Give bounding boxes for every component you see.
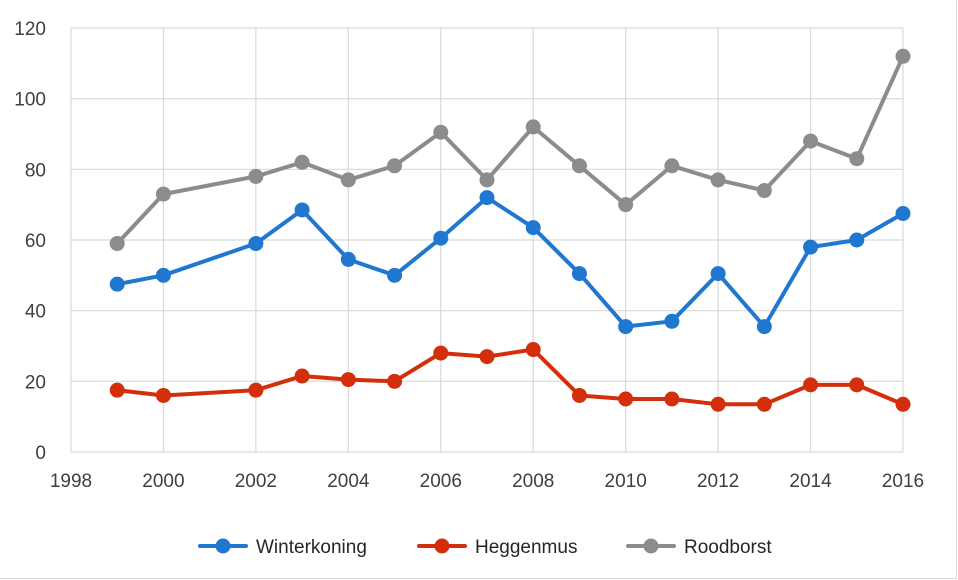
data-point-heggenmus — [479, 349, 495, 365]
data-point-heggenmus — [109, 382, 125, 398]
legend-marker-heggenmus — [434, 538, 450, 554]
data-point-heggenmus — [618, 391, 634, 407]
data-point-winterkoning — [387, 267, 403, 283]
data-point-winterkoning — [803, 239, 819, 255]
legend-label-heggenmus: Heggenmus — [475, 537, 577, 558]
data-point-winterkoning — [340, 251, 356, 267]
x-tick-label: 2006 — [420, 471, 462, 492]
data-point-roodborst — [895, 48, 911, 64]
data-point-roodborst — [525, 119, 541, 135]
data-point-roodborst — [803, 133, 819, 149]
x-tick-label: 2000 — [142, 471, 184, 492]
data-point-heggenmus — [664, 391, 680, 407]
data-point-roodborst — [710, 172, 726, 188]
series-line-heggenmus — [115, 347, 905, 407]
data-point-winterkoning — [525, 220, 541, 236]
data-point-roodborst — [571, 158, 587, 174]
x-tick-label: 2008 — [512, 471, 554, 492]
legend-label-winterkoning: Winterkoning — [256, 537, 367, 558]
y-tick-label: 100 — [14, 90, 46, 111]
data-point-heggenmus — [756, 396, 772, 412]
data-point-winterkoning — [155, 267, 171, 283]
data-point-heggenmus — [433, 345, 449, 361]
data-point-winterkoning — [849, 232, 865, 248]
data-point-roodborst — [155, 186, 171, 202]
data-point-roodborst — [618, 197, 634, 213]
data-point-roodborst — [248, 168, 264, 184]
data-point-winterkoning — [433, 230, 449, 246]
data-point-heggenmus — [710, 396, 726, 412]
data-point-winterkoning — [294, 202, 310, 218]
data-point-roodborst — [756, 183, 772, 199]
data-point-winterkoning — [756, 319, 772, 335]
y-tick-label: 120 — [14, 19, 46, 40]
legend-marker-winterkoning — [215, 538, 231, 554]
data-point-winterkoning — [710, 266, 726, 282]
series-line-winterkoning — [115, 195, 905, 329]
y-tick-label: 0 — [35, 443, 46, 464]
data-point-roodborst — [294, 154, 310, 170]
data-point-heggenmus — [340, 372, 356, 388]
data-point-heggenmus — [803, 377, 819, 393]
data-point-heggenmus — [571, 387, 587, 403]
data-point-heggenmus — [248, 382, 264, 398]
data-point-winterkoning — [571, 266, 587, 282]
x-tick-label: 2014 — [789, 471, 832, 492]
data-point-roodborst — [387, 158, 403, 174]
data-point-roodborst — [109, 236, 125, 252]
series-line-roodborst — [115, 54, 905, 246]
data-point-heggenmus — [849, 377, 865, 393]
data-point-winterkoning — [248, 236, 264, 252]
y-tick-label: 60 — [25, 231, 46, 252]
data-point-winterkoning — [618, 319, 634, 335]
x-tick-label: 2004 — [327, 471, 370, 492]
data-point-heggenmus — [155, 387, 171, 403]
x-tick-label: 2012 — [697, 471, 739, 492]
data-point-roodborst — [433, 124, 449, 140]
x-tick-label: 2016 — [882, 471, 924, 492]
data-point-roodborst — [340, 172, 356, 188]
data-point-roodborst — [479, 172, 495, 188]
data-point-roodborst — [849, 151, 865, 167]
data-point-winterkoning — [479, 190, 495, 206]
x-tick-label: 2010 — [605, 471, 647, 492]
y-tick-label: 80 — [25, 160, 46, 181]
data-point-winterkoning — [664, 313, 680, 329]
x-tick-label: 1998 — [50, 471, 92, 492]
data-point-heggenmus — [525, 342, 541, 358]
data-point-heggenmus — [895, 396, 911, 412]
data-point-roodborst — [664, 158, 680, 174]
legend-label-roodborst: Roodborst — [684, 537, 772, 558]
y-tick-label: 40 — [25, 302, 46, 323]
data-point-winterkoning — [895, 206, 911, 221]
legend-marker-roodborst — [643, 538, 659, 554]
data-point-heggenmus — [387, 373, 403, 389]
y-tick-label: 20 — [25, 372, 46, 393]
x-tick-label: 2002 — [235, 471, 277, 492]
data-point-winterkoning — [109, 276, 125, 292]
data-point-heggenmus — [294, 368, 310, 384]
